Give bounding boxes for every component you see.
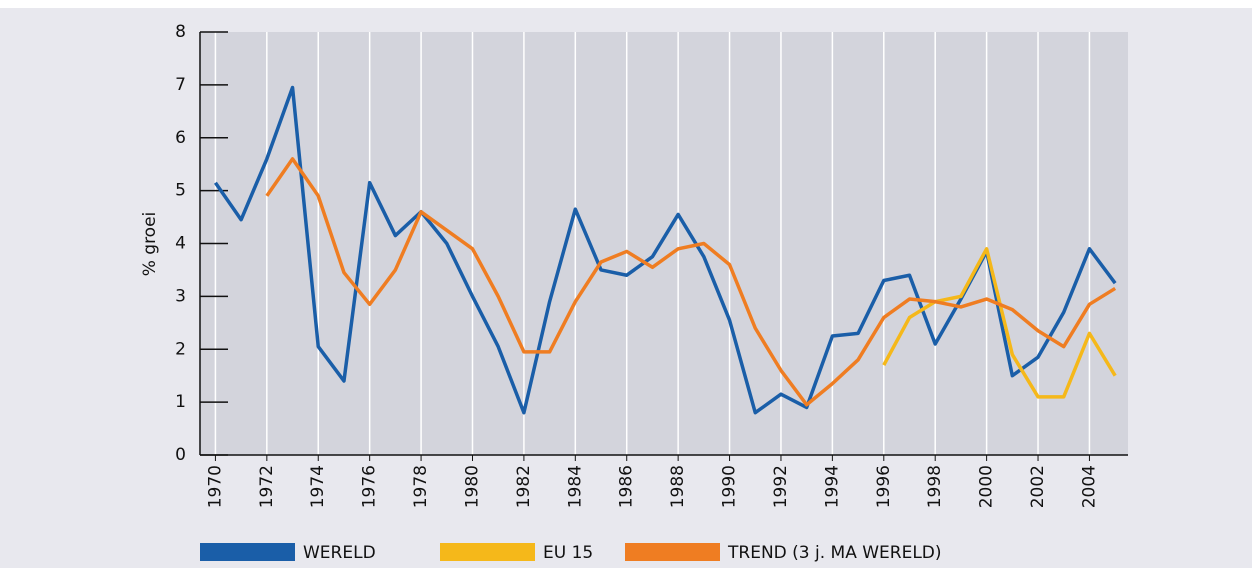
line-series: [265, 157, 1117, 407]
legend-swatch: [440, 543, 535, 561]
x-tick-label: 1978: [411, 465, 431, 508]
x-tick-label: 1982: [514, 465, 534, 508]
x-tick-label: 1972: [257, 465, 277, 508]
x-tick-label: 2004: [1079, 465, 1099, 508]
y-tick-label: 5: [175, 181, 186, 201]
y-axis-label: % groei: [140, 212, 160, 277]
y-tick-label: 2: [175, 339, 186, 359]
x-tick-label: 1988: [668, 465, 688, 508]
x-tick-label: 1990: [720, 465, 740, 508]
x-tick-label: 1994: [822, 465, 842, 508]
x-tick-label: 2000: [977, 465, 997, 508]
x-tick-label: 1970: [205, 465, 225, 508]
x-tick-label: 1998: [925, 465, 945, 508]
x-tick-label: 1986: [617, 465, 637, 508]
y-tick-label: 3: [175, 286, 186, 306]
y-tick-label: 8: [175, 22, 186, 42]
x-tick-label: 1984: [565, 465, 585, 508]
legend-swatch: [200, 543, 295, 561]
legend-label: TREND (3 j. MA WERELD): [727, 543, 942, 563]
x-tick-label: 1980: [462, 465, 482, 508]
y-tick-label: 7: [175, 75, 186, 95]
legend-swatch: [625, 543, 720, 561]
x-tick-label: 1974: [308, 465, 328, 508]
y-tick-label: 1: [175, 392, 186, 412]
legend-label: WERELD: [303, 543, 376, 563]
y-tick-label: 4: [175, 234, 186, 254]
x-tick-label: 2002: [1028, 465, 1048, 508]
y-tick-label: 0: [175, 445, 186, 465]
legend-label: EU 15: [543, 543, 593, 563]
x-tick-label: 1992: [771, 465, 791, 508]
line-series: [882, 247, 1117, 399]
x-tick-label: 1976: [360, 465, 380, 508]
plot-area: [200, 32, 1128, 455]
x-tick-label: 1996: [874, 465, 894, 508]
y-tick-label: 6: [175, 128, 186, 148]
